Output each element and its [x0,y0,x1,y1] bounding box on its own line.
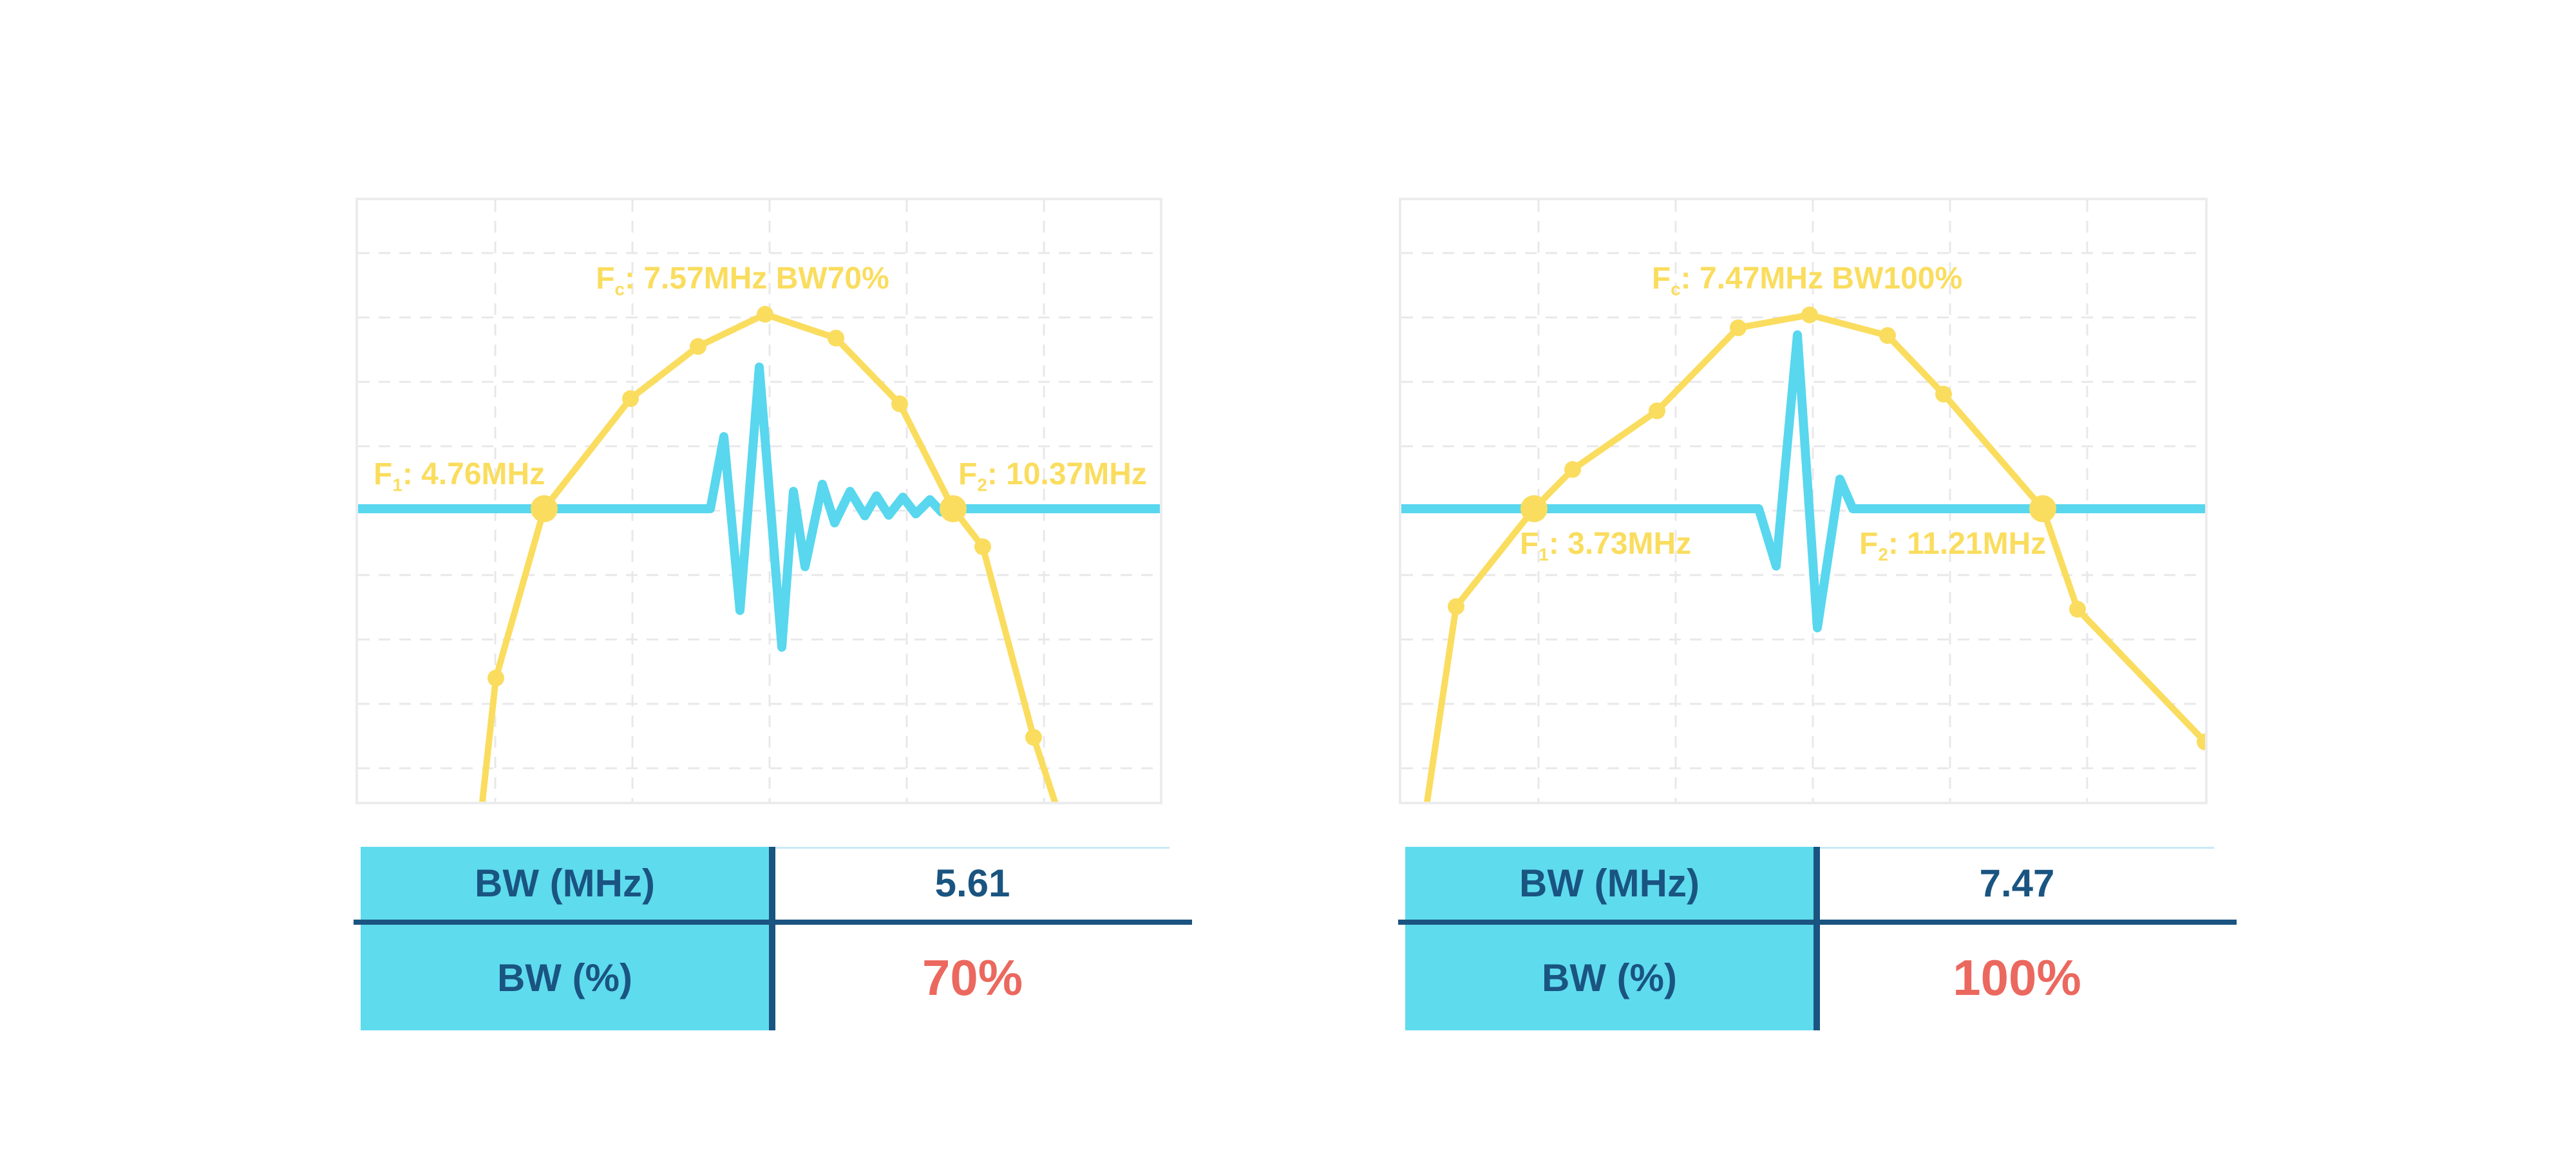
bw-percent-label-text: BW (%) [1542,956,1677,999]
bw-table-100-top-rule [1820,847,2214,849]
f1-annotation-100: F1: 3.73MHz [1520,527,1692,563]
bw-mhz-value: 5.61 [775,847,1170,920]
chart-plot-100-svg [1401,200,2205,802]
fc-annotation-70: Fc: 7.57MHz BW70% [596,261,889,298]
f2-subscript: 2 [1878,544,1888,565]
fc-symbol: F [596,261,615,296]
bw-table-70-vertical-divider [769,847,775,1030]
bw-table-70-horizontal-divider [354,920,1192,925]
bw-mhz-value-text: 7.47 [1979,862,2055,905]
bw-mhz-label-text: BW (MHz) [1519,862,1700,905]
fc-value-text: : 7.57MHz BW70% [625,261,889,296]
bw-table-70: BW (MHz) 5.61 BW (%) 70% [354,847,1192,1030]
f2-annotation-70: F2: 10.37MHz [958,457,1147,494]
bw-table-100-horizontal-divider [1398,920,2237,925]
f2-annotation-100: F2: 11.21MHz [1859,527,2047,563]
chart-plot-70-svg [358,200,1160,802]
f1-value-text: : 4.76MHz [402,457,545,491]
f1-subscript: 1 [1539,544,1549,565]
bw-table-70-label-column [361,847,769,1030]
f1-symbol: F [1520,527,1539,561]
f1-annotation-70: F1: 4.76MHz [374,457,545,494]
f2-symbol: F [958,457,978,491]
bandwidth-chart-100: Fc: 7.47MHz BW100% F1: 3.73MHz F2: 11.21… [1399,198,2208,804]
f1-subscript: 1 [392,475,402,495]
fc-annotation-100: Fc: 7.47MHz BW100% [1651,261,1963,298]
fc-subscript: c [614,279,625,299]
f2-subscript: 2 [977,475,987,495]
bandwidth-chart-70: Fc: 7.57MHz BW70% F1: 4.76MHz F2: 10.37M… [355,198,1162,804]
bw-percent-label: BW (%) [1405,925,1814,1030]
bw-table-100: BW (MHz) 7.47 BW (%) 100% [1398,847,2237,1030]
f2-value-text: : 11.21MHz [1888,527,2047,561]
bw-table-100-vertical-divider [1814,847,1820,1030]
fc-symbol: F [1651,261,1671,296]
bw-percent-value-text: 100% [1953,949,2081,1006]
bw-percent-label: BW (%) [361,925,769,1030]
fc-value-text: : 7.47MHz BW100% [1680,261,1963,296]
f1-value-text: : 3.73MHz [1548,527,1692,561]
f2-value-text: : 10.37MHz [987,457,1147,491]
bw-percent-value: 100% [1820,925,2214,1030]
bw-mhz-value: 7.47 [1820,847,2214,920]
bw-percent-label-text: BW (%) [497,956,632,999]
bw-percent-value-text: 70% [922,949,1023,1006]
f2-symbol: F [1859,527,1879,561]
bw-table-100-label-column [1405,847,1814,1030]
f1-symbol: F [374,457,393,491]
bw-mhz-label: BW (MHz) [1405,847,1814,920]
bw-mhz-label: BW (MHz) [361,847,769,920]
bw-table-70-top-rule [775,847,1170,849]
bw-percent-value: 70% [775,925,1170,1030]
bw-mhz-value-text: 5.61 [934,862,1010,905]
fc-subscript: c [1671,279,1681,299]
bw-mhz-label-text: BW (MHz) [475,862,655,905]
